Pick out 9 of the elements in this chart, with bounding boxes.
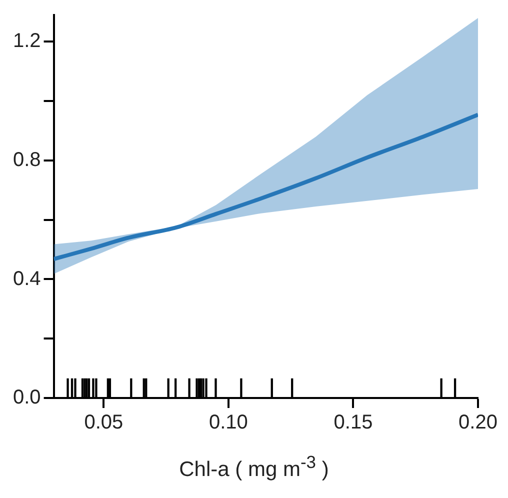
y-tick-label: 0.0	[12, 386, 41, 409]
x-tick-label: 0.10	[209, 412, 248, 434]
x-axis-title: Chl-a ( mg m$^{-3}$ )	[178, 452, 330, 482]
y-tick-label: 1.2	[12, 30, 41, 52]
y-tick-label: 0.8	[12, 148, 41, 171]
y-tick-label: 0.4	[12, 268, 41, 290]
x-tick-label: 0.15	[334, 412, 373, 434]
x-tick-label: 0.20	[458, 412, 498, 434]
x-tick-label: 0.05	[84, 412, 124, 434]
